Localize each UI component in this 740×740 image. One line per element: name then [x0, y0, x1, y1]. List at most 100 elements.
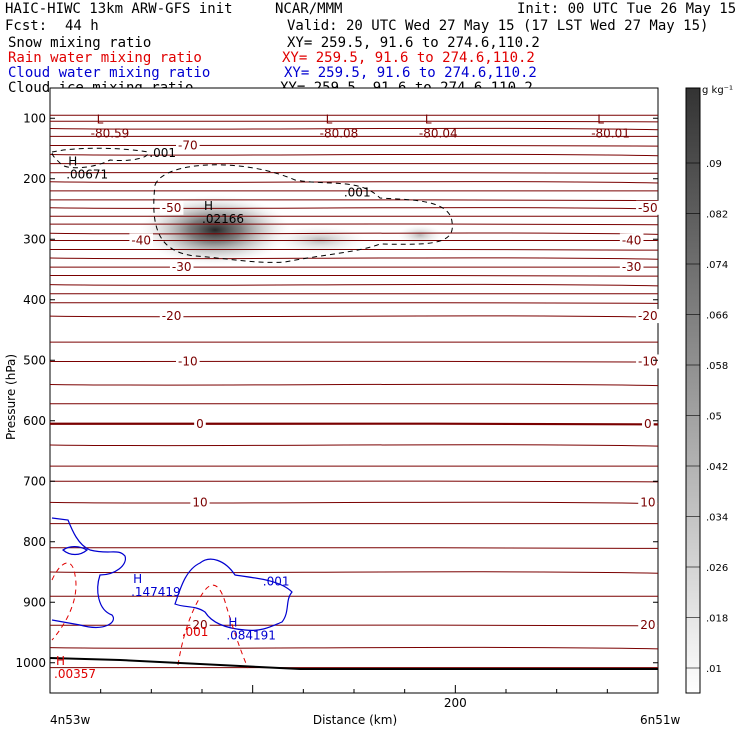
field-name-snow: Snow mixing ratio	[8, 35, 152, 51]
snow-contours	[51, 147, 453, 263]
forecast-label: Fcst:	[5, 18, 48, 34]
field-xy-rain: XY= 259.5, 91.6 to 274.6,110.2	[282, 50, 535, 66]
isotherm-line	[49, 302, 659, 304]
isotherm-label: -70	[178, 138, 198, 152]
isotherm-label-bg	[159, 309, 184, 324]
maximum-value: .02166	[202, 212, 244, 226]
isotherm-label-bg	[176, 138, 200, 153]
isotherm-label: -20	[162, 309, 182, 323]
x-start-label: 4n53w	[50, 713, 91, 727]
isotherm-label: -20	[638, 309, 658, 323]
ice-contour-top	[51, 147, 149, 169]
contour-value: .001	[149, 146, 176, 160]
rain-contour-east	[177, 584, 249, 669]
x-end-label: 6n51w	[640, 713, 681, 727]
cloudwater-contour-east	[174, 558, 293, 631]
maximum-marker: H	[204, 199, 213, 213]
maximum-value: .084191	[226, 629, 276, 643]
isotherm-label: -30	[172, 260, 192, 274]
isotherm-label: 0	[644, 417, 652, 431]
extrema-labels: L-80.59L-80.08L-80.04L-80.01H.00671H.021…	[54, 113, 630, 681]
contour-value: .001	[182, 625, 209, 639]
isotherm-label-bg	[169, 260, 194, 275]
colorbar-ticks: .09 .082 .074 .066 .058 .05 .042 .034 .026 .018 .0…	[686, 159, 728, 675]
x-axis-label: Distance (km)	[313, 713, 397, 727]
isotherm-line	[49, 257, 659, 260]
minimum-value: -80.08	[320, 127, 359, 141]
rain-contours	[51, 562, 249, 669]
y-tick-label: 900	[23, 595, 46, 609]
isotherm-line	[49, 207, 659, 210]
maximum-value: .00671	[66, 168, 108, 182]
contour-value: .001	[344, 185, 371, 199]
isotherm-line	[49, 547, 659, 549]
y-tick-label: 400	[23, 293, 46, 307]
valid-time: Valid: 20 UTC Wed 27 May 15 (17 LST Wed …	[287, 18, 709, 34]
isotherm-label-bg	[636, 200, 660, 215]
isotherm-line	[49, 144, 659, 147]
isotherm-line	[49, 501, 659, 505]
isotherm-line	[49, 283, 659, 287]
isotherm-label-bg	[176, 354, 200, 369]
isotherm-line	[49, 360, 659, 363]
isotherm-line	[49, 120, 659, 123]
isotherm-line	[49, 383, 659, 387]
contour-value-labels: .001 .001 .001 .001	[149, 146, 370, 639]
isotherm-label-bg	[129, 233, 154, 248]
maximum-marker: H	[56, 654, 65, 668]
y-tick-label: 800	[23, 535, 46, 549]
isotherm-label-bg	[619, 233, 644, 248]
colorbar-label: .058	[706, 361, 728, 372]
isotherm-label-bg	[636, 309, 660, 324]
isotherm-line	[49, 172, 659, 174]
snow-contour-outer	[153, 164, 453, 263]
isotherm-label: 0	[196, 417, 204, 431]
isotherm-label: 20	[192, 618, 207, 632]
isotherm-label-bg	[638, 618, 658, 633]
isotherm-label: -50	[638, 201, 658, 215]
isotherm-label-bg	[638, 495, 658, 510]
init-time: Init: 00 UTC Tue 26 May 15	[517, 1, 737, 17]
plot-frame	[49, 87, 659, 694]
isotherm-label: -50	[162, 201, 182, 215]
rain-contour-west	[51, 562, 77, 641]
maximum-value: .00357	[54, 667, 96, 681]
isotherm-label: -10	[178, 354, 198, 368]
isotherm-line	[49, 422, 659, 426]
isotherm-line	[49, 199, 659, 202]
org-label: NCAR/MMM	[275, 1, 343, 17]
y-tick-label: 100	[23, 111, 46, 125]
field-xy-snow: XY= 259.5, 91.6 to 274.6,110.2	[287, 35, 540, 51]
isotherm-label-bg	[190, 618, 210, 633]
field-name-cloudwater: Cloud water mixing ratio	[8, 65, 211, 81]
isotherm-label: 10	[640, 495, 655, 509]
minimum-value: -80.59	[91, 127, 130, 141]
minimum-marker: L	[425, 113, 432, 127]
colorbar-label: .074	[706, 260, 728, 271]
colorbar-label: .066	[706, 311, 728, 322]
maximum-value: .147419	[131, 585, 181, 599]
isotherm-line	[49, 480, 659, 483]
colorbar-label: .034	[706, 513, 728, 524]
x-axis-ticks: 200	[100, 685, 608, 710]
isotherm-label: -10	[638, 354, 658, 368]
isotherm-line	[49, 127, 659, 131]
field-xy-cloudwater: XY= 259.5, 91.6 to 274.6,110.2	[284, 65, 537, 81]
colorbar-label: .01	[706, 664, 722, 675]
cloudwater-contour-west	[51, 517, 126, 628]
isotherm-line	[49, 248, 659, 251]
isotherm-label: -40	[622, 233, 642, 247]
isotherm-label-bg	[619, 260, 644, 275]
chart-title: HAIC-HIWC 13km ARW-GFS init	[5, 1, 233, 17]
y-tick-label: 700	[23, 474, 46, 488]
isotherm-label-bg	[194, 416, 206, 431]
isotherm-label-bg	[642, 416, 654, 431]
y-tick-label: 600	[23, 414, 46, 428]
isotherm-line	[49, 181, 659, 184]
isotherm-label: -30	[622, 260, 642, 274]
colorbar-label: .05	[706, 412, 722, 423]
temperature-labels: -70 -50 -50 -40 -40 -30 -30 -20 -20 -10 -10 0 0 10 10 2…	[129, 138, 660, 633]
colorbar-label: .082	[706, 210, 728, 221]
